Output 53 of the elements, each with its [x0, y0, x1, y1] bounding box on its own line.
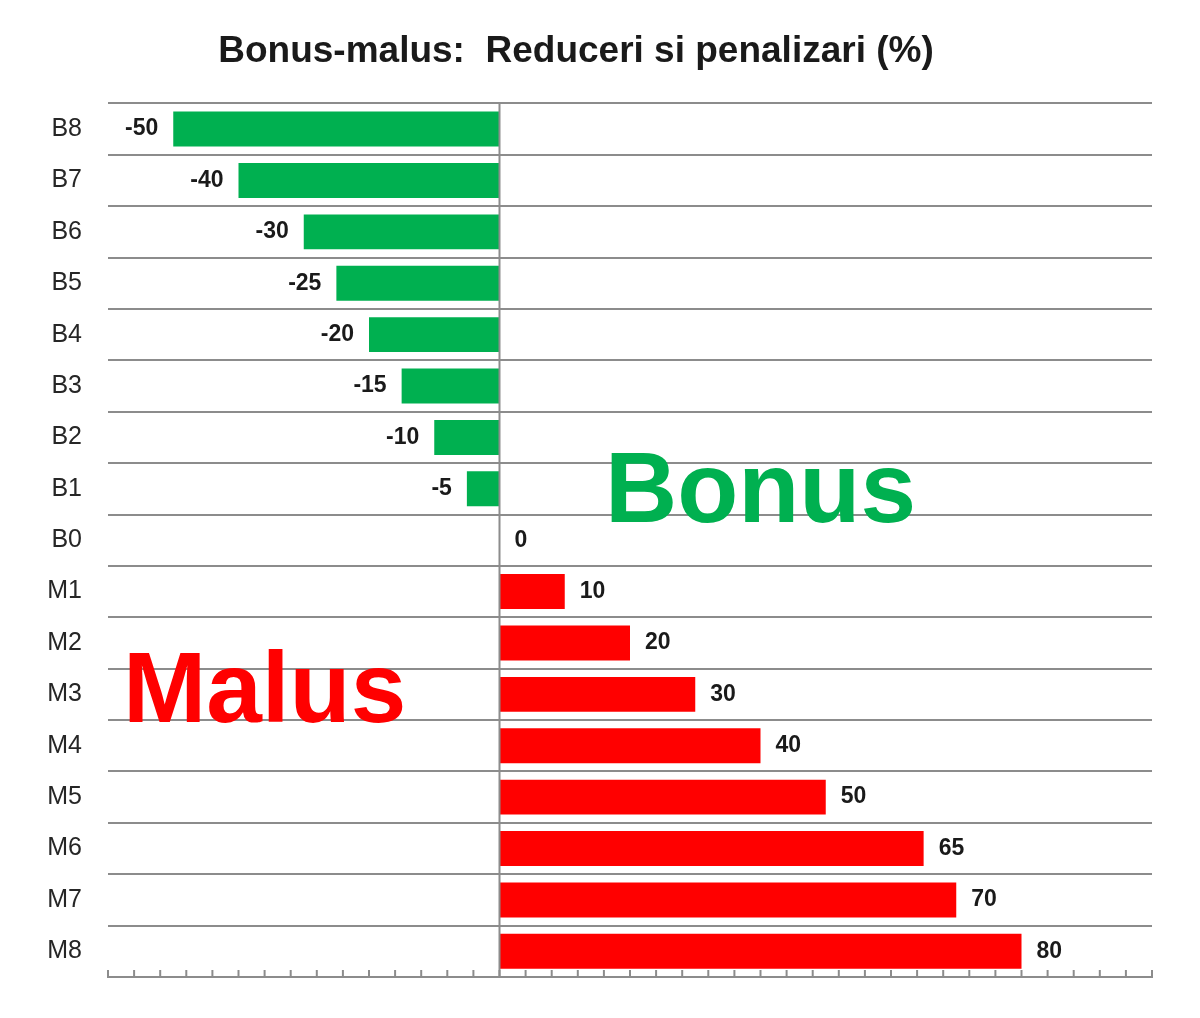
y-tick-label: B1: [51, 472, 82, 501]
y-tick-label: B7: [51, 164, 82, 193]
y-tick-label: M2: [47, 626, 82, 655]
bar: [499, 728, 761, 764]
series-label: Bonus: [604, 430, 917, 543]
data-label: 30: [710, 679, 736, 706]
bar: [173, 111, 500, 147]
data-label: -15: [353, 371, 387, 398]
data-label: 0: [514, 525, 528, 552]
data-label: 50: [840, 782, 867, 809]
bar: [499, 933, 1022, 969]
data-label: 40: [775, 731, 802, 758]
bar: [434, 419, 500, 455]
data-label: -10: [386, 422, 420, 449]
bar: [401, 368, 500, 404]
data-label: -20: [320, 319, 354, 346]
bar: [466, 471, 500, 507]
data-label: -30: [255, 217, 289, 244]
bar: [336, 265, 500, 301]
data-label: -25: [288, 268, 322, 295]
data-label: -5: [431, 474, 453, 501]
bar: [369, 317, 500, 353]
data-label: -40: [190, 165, 224, 192]
y-tick-label: B0: [51, 524, 82, 553]
bar: [499, 779, 826, 815]
y-tick-label: B4: [51, 318, 83, 347]
y-tick-label: M6: [47, 832, 82, 861]
y-tick-label: B3: [51, 369, 82, 398]
y-tick-label: M1: [47, 575, 82, 604]
series-label: Malus: [122, 630, 407, 743]
bar: [499, 831, 924, 866]
bar: [303, 214, 500, 250]
bar: [499, 574, 565, 610]
y-tick-label: B5: [51, 267, 82, 296]
bar: [499, 625, 630, 661]
y-tick-label: M3: [47, 678, 82, 707]
data-label: 10: [579, 576, 606, 603]
chart-title: Bonus-malus: Reduceri si penalizari (%): [218, 29, 934, 71]
data-label: 70: [971, 885, 997, 912]
bar: [499, 676, 696, 712]
y-tick-label: B6: [51, 215, 82, 244]
y-tick-label: M7: [47, 883, 82, 912]
y-tick-label: B2: [51, 421, 82, 450]
data-label: 80: [1036, 936, 1063, 963]
bar: [499, 882, 957, 918]
y-tick-label: B8: [51, 112, 82, 141]
data-label: 20: [645, 628, 671, 655]
y-tick-label: M5: [47, 781, 82, 810]
y-tick-label: M4: [47, 729, 83, 758]
bar: [238, 163, 500, 198]
data-label: 65: [938, 833, 965, 860]
y-tick-label: M8: [47, 935, 82, 964]
data-label: -50: [125, 114, 159, 141]
